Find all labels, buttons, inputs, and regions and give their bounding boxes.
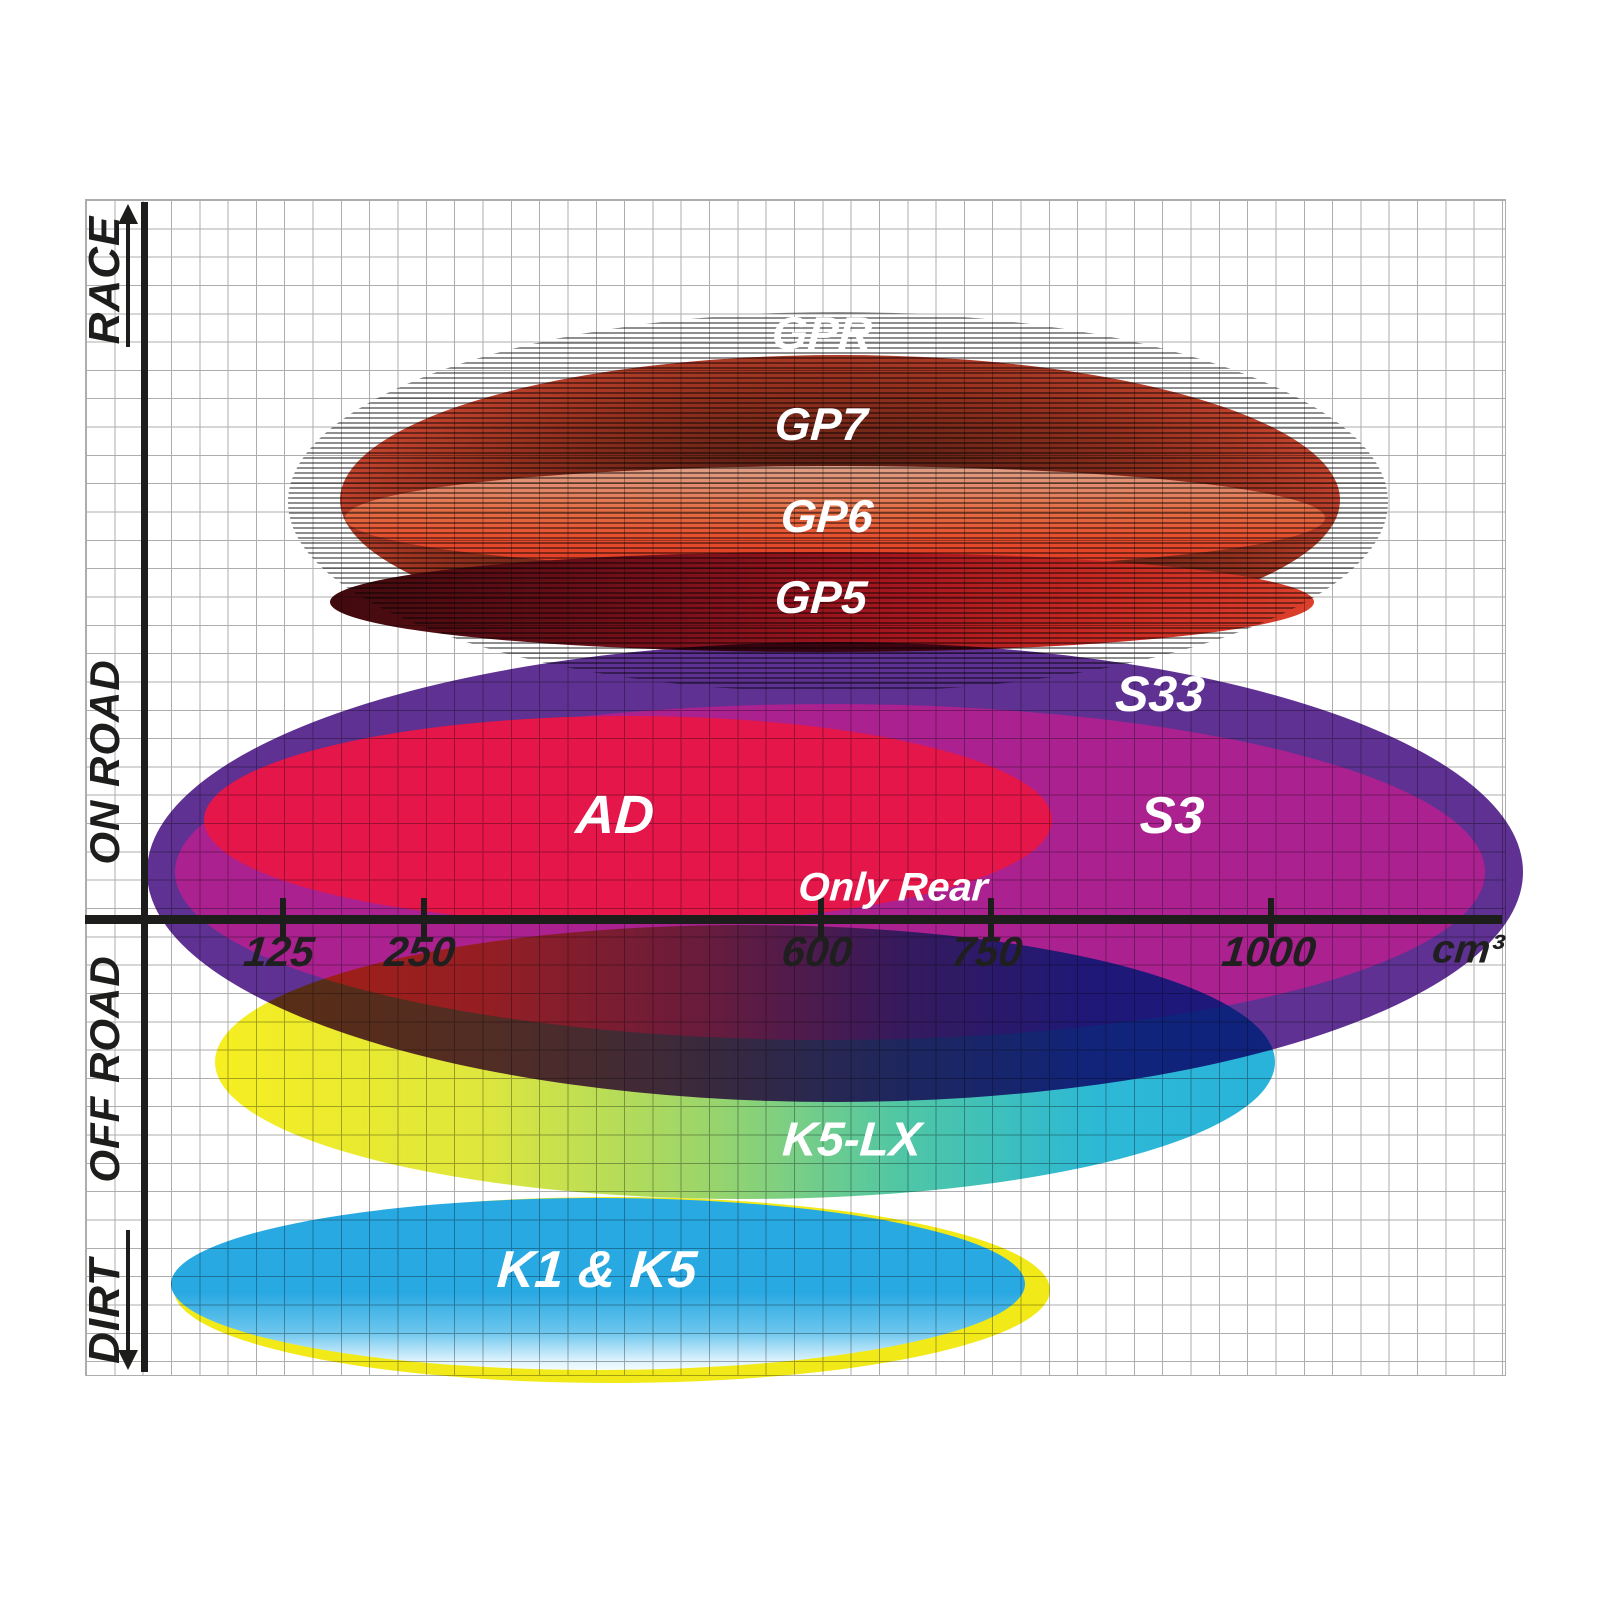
x-tick-label-600: 600: [779, 928, 855, 975]
label-only-rear: Only Rear: [797, 865, 990, 910]
label-k5lx: K5-LX: [780, 1113, 924, 1167]
label-gp6: GP6: [779, 490, 875, 542]
x-axis-tick-600: [818, 898, 824, 938]
label-gp7: GP7: [773, 398, 869, 450]
y-axis-label-off-road: OFF ROAD: [81, 955, 128, 1183]
label-s33: S33: [1113, 666, 1207, 722]
label-gpr: GPR: [770, 307, 874, 359]
x-axis-unit-label: cm³: [1430, 927, 1506, 972]
x-axis-tick-750: [988, 898, 994, 938]
dirt-arrow-shaft: [126, 1230, 130, 1351]
race-arrow-shaft: [126, 222, 130, 347]
label-s3: S3: [1138, 787, 1206, 845]
grid: [85, 199, 1506, 1376]
x-axis-tick-125: [280, 898, 286, 938]
x-axis-tick-250: [421, 898, 427, 938]
x-tick-label-125: 125: [241, 928, 317, 975]
x-tick-label-250: 250: [382, 928, 458, 975]
y-axis-label-dirt: DIRT: [80, 1258, 129, 1364]
x-tick-label-750: 750: [949, 928, 1025, 975]
race-arrow-up-icon: [118, 204, 138, 224]
x-axis-tick-1000: [1268, 898, 1274, 938]
x-tick-label-1000: 1000: [1219, 928, 1319, 975]
label-k1k5: K1 & K5: [495, 1241, 699, 1299]
label-ad: AD: [573, 785, 657, 845]
dirt-arrow-down-icon: [118, 1350, 138, 1370]
x-axis-line: [85, 915, 1502, 924]
y-axis-label-on-road: ON ROAD: [81, 659, 128, 865]
y-axis-line: [141, 202, 148, 1372]
label-gp5: GP5: [773, 571, 869, 623]
y-axis-label-race: RACE: [80, 215, 129, 345]
